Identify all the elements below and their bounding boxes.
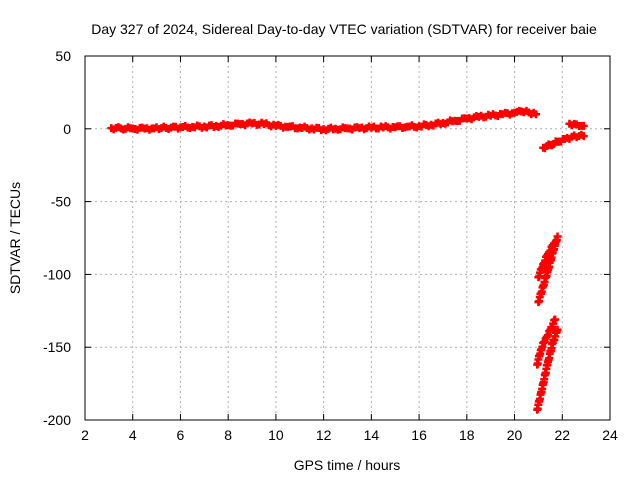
x-axis-label: GPS time / hours — [294, 457, 401, 473]
x-tick-label: 22 — [554, 427, 570, 443]
data-point — [532, 110, 541, 119]
x-tick-label: 4 — [129, 427, 137, 443]
series-steep-arc-3 — [533, 315, 560, 369]
series-short-arc-a — [539, 130, 588, 153]
x-tick-label: 24 — [602, 427, 618, 443]
y-tick-label: -100 — [43, 266, 71, 282]
x-tick-label: 8 — [224, 427, 232, 443]
y-axis: -200 -150 -100 -50 0 50 — [43, 48, 610, 428]
y-tick-label: 50 — [55, 48, 71, 64]
x-tick-label: 16 — [411, 427, 427, 443]
data-point — [552, 236, 561, 245]
series-steep-arc-4 — [533, 325, 562, 414]
data-points — [107, 106, 588, 414]
y-axis-label: SDTVAR / TECUs — [7, 182, 23, 294]
series-main-arc — [107, 106, 541, 135]
y-tick-label: -150 — [43, 339, 71, 355]
y-tick-label: 0 — [63, 121, 71, 137]
chart-title: Day 327 of 2024, Sidereal Day-to-day VTE… — [91, 21, 597, 37]
y-tick-label: -50 — [51, 194, 71, 210]
data-point — [579, 132, 588, 141]
series-short-arc-b — [565, 119, 588, 131]
y-tick-label: -200 — [43, 412, 71, 428]
series-steep-arc-2 — [534, 236, 561, 282]
data-point — [553, 325, 562, 334]
x-tick-label: 12 — [316, 427, 332, 443]
data-point — [551, 315, 560, 324]
x-tick-label: 14 — [364, 427, 380, 443]
x-axis: 2 4 6 8 10 12 14 16 18 20 22 24 — [81, 56, 618, 443]
plot-frame — [84, 55, 611, 421]
x-tick-label: 18 — [459, 427, 475, 443]
x-tick-label: 10 — [268, 427, 284, 443]
data-point — [579, 121, 588, 130]
x-tick-label: 6 — [177, 427, 185, 443]
x-tick-label: 2 — [81, 427, 89, 443]
x-tick-label: 20 — [507, 427, 523, 443]
